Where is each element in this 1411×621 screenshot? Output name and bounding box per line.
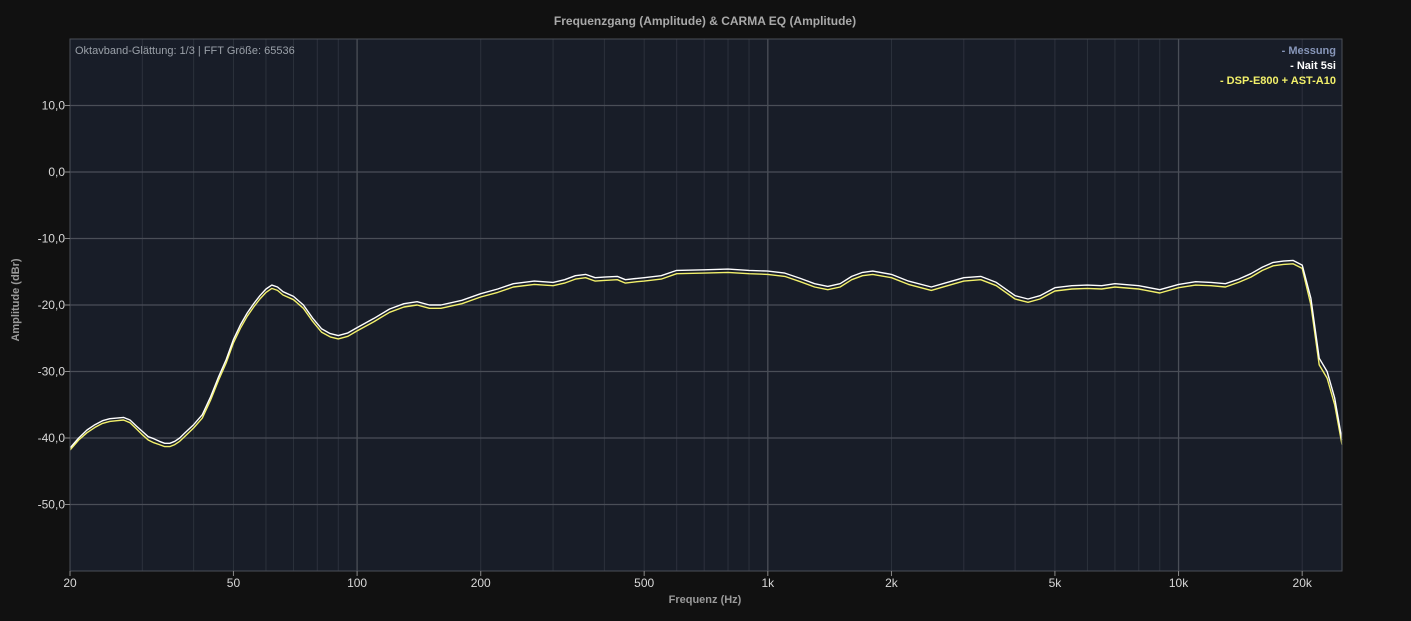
y-tick-label: 0,0: [48, 165, 65, 179]
legend: - Messung - Nait 5si - DSP-E800 + AST-A1…: [1220, 45, 1336, 87]
y-tick-label: -10,0: [38, 232, 66, 246]
legend-item-messung: - Messung: [1282, 45, 1336, 57]
y-axis-ticks: 10,0 0,0 -10,0 -20,0 -30,0 -40,0 -50,0: [38, 99, 70, 512]
y-tick-label: -50,0: [38, 498, 66, 512]
x-axis-ticks: 20 50 100 200 500 1k 2k 5k 10k 20k: [63, 571, 1313, 590]
x-tick-label: 2k: [885, 576, 899, 590]
x-tick-label: 200: [471, 576, 491, 590]
y-axis-title: Amplitude (dBr): [10, 258, 22, 341]
series-layer: [69, 259, 1343, 451]
x-axis-title: Frequenz (Hz): [669, 594, 742, 606]
x-tick-label: 1k: [761, 576, 775, 590]
series-line-dsp-e800-ast-a10: [69, 263, 1343, 451]
legend-item-nait-5si: - Nait 5si: [1290, 60, 1336, 72]
y-tick-label: -40,0: [38, 431, 66, 445]
x-tick-label: 100: [347, 576, 367, 590]
x-tick-label: 500: [634, 576, 654, 590]
x-tick-label: 5k: [1049, 576, 1063, 590]
chart-title: Frequenzgang (Amplitude) & CARMA EQ (Amp…: [554, 14, 856, 28]
x-tick-label: 50: [227, 576, 241, 590]
y-tick-label: 10,0: [42, 99, 66, 113]
legend-item-dsp-e800-ast-a10: - DSP-E800 + AST-A10: [1220, 75, 1336, 87]
major-gridlines: [70, 39, 1342, 571]
x-tick-label: 10k: [1169, 576, 1189, 590]
series-line-nait-5si: [69, 259, 1343, 449]
x-tick-label: 20: [63, 576, 77, 590]
smoothing-info: Oktavband-Glättung: 1/3 | FFT Größe: 655…: [75, 45, 295, 57]
y-tick-label: -20,0: [38, 298, 66, 312]
x-tick-label: 20k: [1293, 576, 1313, 590]
y-tick-label: -30,0: [38, 365, 66, 379]
